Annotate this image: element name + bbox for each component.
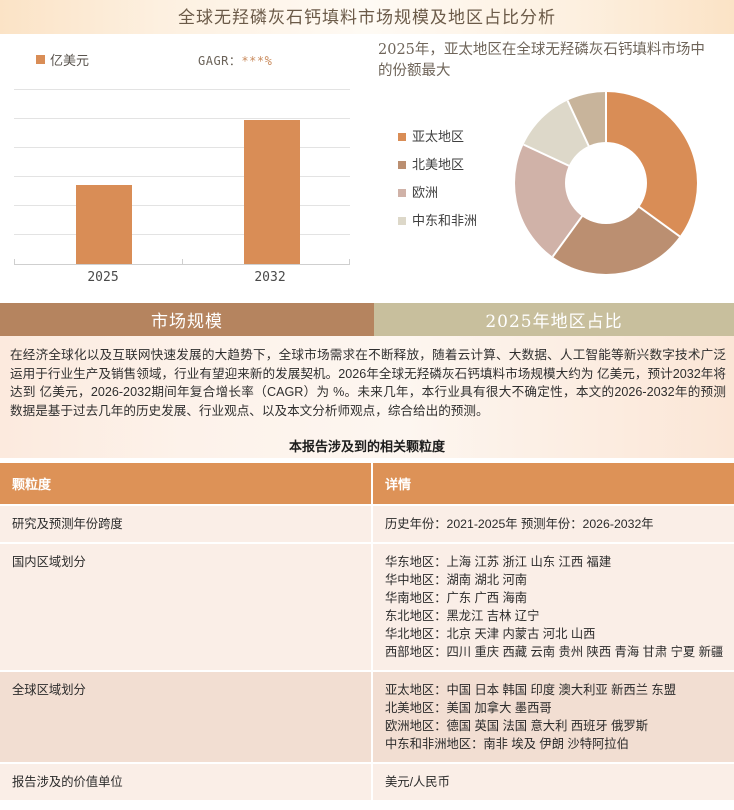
gridline — [14, 118, 350, 119]
row-divider — [0, 762, 734, 764]
legend-label: 欧洲 — [412, 185, 439, 200]
row-divider — [0, 542, 734, 544]
legend-swatch-icon — [398, 133, 406, 141]
gagr-value: ***% — [241, 54, 273, 68]
legend-swatch-icon — [398, 161, 406, 169]
gridline — [14, 205, 350, 206]
gagr-annotation: GAGR：***% — [198, 52, 272, 69]
summary-paragraph: 在经济全球化以及互联网快速发展的大趋势下，全球市场需求在不断释放，随着云计算、大… — [10, 348, 726, 418]
x-tick-label-2025: 2025 — [87, 270, 119, 285]
legend-item-asia-pacific: 亚太地区 — [398, 129, 490, 145]
table-header-granularity: 颗粒度 — [12, 477, 52, 492]
bar-plot-area — [14, 89, 350, 264]
row-detail: 美元/人民币 — [371, 764, 734, 800]
row-label: 研究及预测年份跨度 — [12, 517, 123, 531]
donut-chart: 2025年，亚太地区在全球无羟磷灰石钙填料市场中的份额最大 亚太地区 北美地区 … — [366, 34, 734, 298]
row-label: 报告涉及的价值单位 — [12, 775, 123, 789]
axis-tick — [349, 259, 350, 264]
table-header-detail: 详情 — [371, 463, 734, 504]
donut-chart-legend: 亚太地区 北美地区 欧洲 中东和非洲 — [398, 129, 490, 241]
legend-item-mea: 中东和非洲 — [398, 213, 490, 229]
row-divider — [0, 504, 734, 506]
gridline — [14, 176, 350, 177]
table-header-row: 颗粒度 详情 — [0, 463, 734, 504]
band-region-share: 2025年地区占比 — [374, 303, 734, 336]
row-detail: 华东地区：上海 江苏 浙江 山东 江西 福建 华中地区：湖南 湖北 河南 华南地… — [371, 544, 734, 670]
legend-swatch-icon — [36, 55, 45, 64]
legend-swatch-icon — [398, 217, 406, 225]
donut-graphic — [515, 92, 697, 274]
row-detail: 亚太地区：中国 日本 韩国 印度 澳大利亚 新西兰 东盟 北美地区：美国 加拿大… — [371, 672, 734, 762]
table-row: 国内区域划分 华东地区：上海 江苏 浙江 山东 江西 福建 华中地区：湖南 湖北… — [0, 544, 734, 670]
gridline — [14, 147, 350, 148]
table-row: 研究及预测年份跨度 历史年份：2021-2025年 预测年份：2026-2032… — [0, 506, 734, 542]
row-label: 全球区域划分 — [12, 683, 86, 697]
row-detail: 历史年份：2021-2025年 预测年份：2026-2032年 — [371, 506, 734, 542]
summary-section: 在经济全球化以及互联网快速发展的大趋势下，全球市场需求在不断释放，随着云计算、大… — [0, 336, 734, 458]
x-axis — [14, 264, 350, 265]
row-label: 国内区域划分 — [12, 555, 86, 569]
gagr-label: GAGR： — [198, 54, 242, 68]
legend-item-europe: 欧洲 — [398, 185, 490, 201]
gridline — [14, 89, 350, 90]
slice-divider — [605, 92, 608, 183]
section-header-bands: 市场规模 2025年地区占比 — [0, 303, 734, 336]
table-row: 全球区域划分 亚太地区：中国 日本 韩国 印度 澳大利亚 新西兰 东盟 北美地区… — [0, 672, 734, 762]
bar-chart: 亿美元 GAGR：***% 2025 2032 — [0, 34, 366, 298]
donut-chart-title: 2025年，亚太地区在全球无羟磷灰石钙填料市场中的份额最大 — [378, 42, 705, 79]
band-market-size: 市场规模 — [0, 303, 374, 336]
legend-label: 北美地区 — [412, 157, 465, 172]
page-title: 全球无羟磷灰石钙填料市场规模及地区占比分析 — [178, 8, 556, 28]
legend-label: 中东和非洲 — [412, 213, 478, 228]
gridline — [14, 234, 350, 235]
granularity-table: 颗粒度 详情 研究及预测年份跨度 历史年份：2021-2025年 预测年份：20… — [0, 463, 734, 800]
axis-tick — [14, 259, 15, 264]
granularity-heading: 本报告涉及到的相关颗粒度 — [288, 439, 445, 454]
bar-legend-label: 亿美元 — [50, 53, 90, 68]
legend-label: 亚太地区 — [412, 129, 465, 144]
row-divider — [0, 670, 734, 672]
donut-hole — [565, 142, 647, 224]
legend-swatch-icon — [398, 189, 406, 197]
legend-item-north-america: 北美地区 — [398, 157, 490, 173]
axis-tick — [182, 259, 183, 264]
bar-2025 — [76, 185, 132, 264]
x-tick-label-2032: 2032 — [254, 270, 286, 285]
table-row: 报告涉及的价值单位 美元/人民币 — [0, 764, 734, 800]
bar-chart-legend: 亿美元 — [36, 50, 89, 69]
title-banner: 全球无羟磷灰石钙填料市场规模及地区占比分析 — [0, 0, 734, 34]
bar-2032 — [244, 120, 300, 264]
charts-section: 亿美元 GAGR：***% 2025 2032 — [0, 34, 734, 298]
